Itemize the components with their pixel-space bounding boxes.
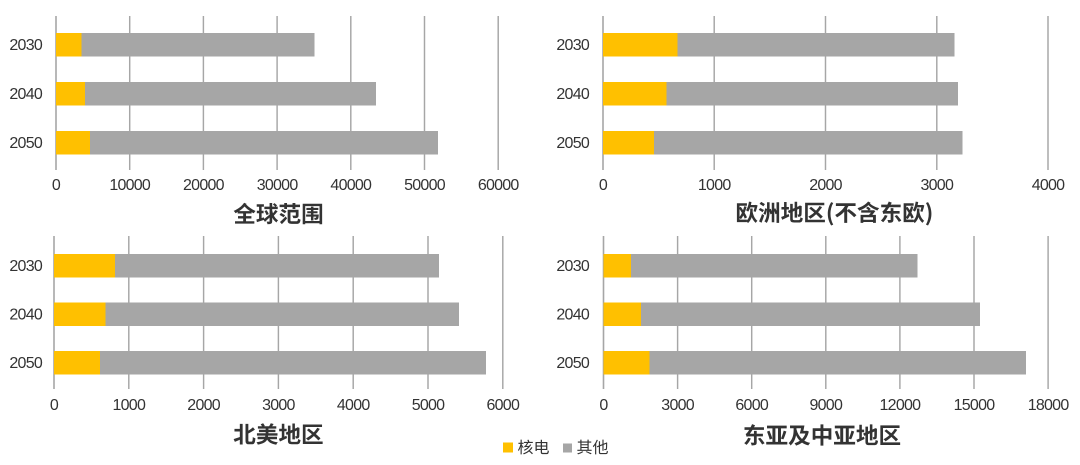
svg-text:3000: 3000 [921,177,954,194]
svg-text:1000: 1000 [113,397,146,414]
svg-text:0: 0 [599,397,608,414]
svg-text:2000: 2000 [809,177,842,194]
svg-text:2050: 2050 [556,355,589,372]
svg-text:0: 0 [50,397,59,414]
svg-text:2050: 2050 [556,135,589,152]
svg-text:3000: 3000 [262,397,295,414]
svg-text:4000: 4000 [337,397,370,414]
svg-text:50000: 50000 [404,177,446,194]
svg-text:2030: 2030 [556,258,589,275]
svg-text:1000: 1000 [698,177,731,194]
svg-text:30000: 30000 [257,177,299,194]
svg-text:2040: 2040 [556,307,589,324]
svg-text:18000: 18000 [1028,397,1070,414]
svg-text:12000: 12000 [880,397,922,414]
svg-text:9000: 9000 [810,397,843,414]
svg-text:2040: 2040 [556,86,589,103]
svg-text:2030: 2030 [9,37,42,54]
svg-text:2030: 2030 [9,258,42,275]
svg-text:6000: 6000 [487,397,520,414]
svg-text:2050: 2050 [9,135,42,152]
svg-text:3000: 3000 [661,397,694,414]
svg-text:20000: 20000 [183,177,225,194]
svg-text:2040: 2040 [9,86,42,103]
svg-text:2050: 2050 [9,355,42,372]
svg-text:0: 0 [52,177,61,194]
svg-text:40000: 40000 [330,177,372,194]
svg-text:0: 0 [599,177,608,194]
svg-text:6000: 6000 [735,397,768,414]
svg-text:2030: 2030 [556,37,589,54]
svg-text:4000: 4000 [1032,177,1065,194]
svg-text:2000: 2000 [187,397,220,414]
svg-text:10000: 10000 [109,177,151,194]
svg-text:5000: 5000 [412,397,445,414]
svg-text:15000: 15000 [954,397,996,414]
svg-text:60000: 60000 [478,177,520,194]
svg-text:2040: 2040 [9,307,42,324]
